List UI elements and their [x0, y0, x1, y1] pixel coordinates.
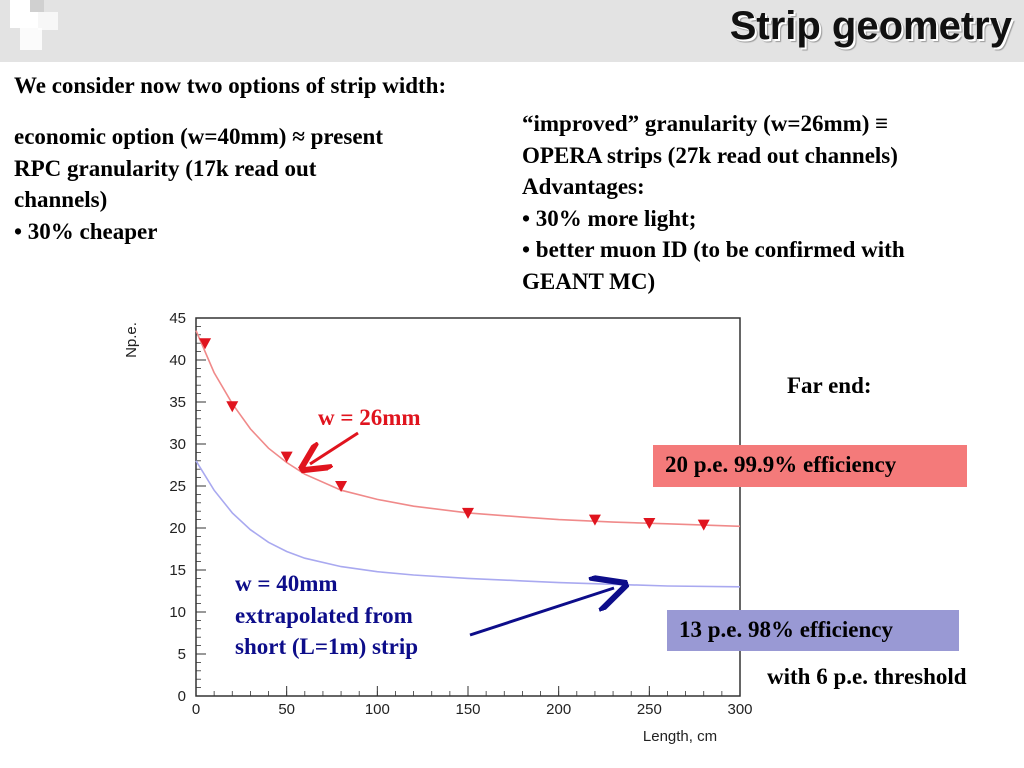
- chart-markers: [199, 338, 710, 531]
- economic-line: RPC granularity (17k read out: [14, 155, 317, 181]
- y-axis-label: Np.e.: [123, 322, 140, 358]
- x-tick-label: 150: [455, 701, 480, 718]
- data-point-marker: [280, 451, 293, 463]
- far-end-label: Far end:: [787, 373, 872, 398]
- header-bar: [0, 0, 1024, 62]
- y-tick-label: 20: [169, 520, 186, 537]
- improved-option-block: “improved” granularity (w=26mm) ≡ OPERA …: [522, 108, 905, 297]
- y-tick-label: 35: [169, 394, 186, 411]
- improved-bullet: • better muon ID (to be confirmed with: [522, 237, 905, 262]
- improved-line: OPERA strips (27k read out channels): [522, 142, 898, 168]
- x-tick-label: 100: [365, 701, 390, 718]
- blue-arrow: [469, 588, 614, 637]
- economic-line: economic option (w=40mm) ≈ present: [14, 124, 383, 149]
- economic-line: channels): [14, 187, 108, 212]
- x-tick-label: 200: [546, 701, 571, 718]
- chart-lines: [195, 330, 741, 588]
- x-tick-label: 50: [278, 701, 295, 718]
- chart-axes: 0 5 10 15 20 25 30 35 40 45 0 50 100 150 200 250 300: [169, 310, 752, 718]
- x-tick-label: 300: [727, 701, 752, 718]
- economic-bullet: • 30% cheaper: [14, 218, 158, 244]
- data-point-marker: [588, 514, 601, 526]
- data-point-marker: [462, 507, 474, 519]
- x-tick-label: 0: [192, 701, 200, 718]
- y-tick-label: 15: [169, 562, 186, 579]
- annotation-line: short (L=1m) strip: [235, 634, 419, 659]
- annotation-w40: w = 40mm extrapolated from short (L=1m) …: [235, 568, 418, 663]
- improved-line: Advantages:: [522, 174, 645, 199]
- efficiency-box-20pe: 20 p.e. 99.9% efficiency: [653, 445, 967, 487]
- threshold-note: with 6 p.e. threshold: [767, 664, 967, 689]
- annotation-line: extrapolated from: [235, 602, 413, 628]
- y-tick-label: 10: [169, 604, 186, 621]
- x-axis-label: Length, cm: [643, 728, 717, 745]
- y-tick-label: 40: [169, 352, 186, 369]
- data-point-marker: [335, 481, 348, 492]
- series-line-0: [195, 330, 741, 528]
- y-tick-label: 5: [178, 646, 186, 663]
- efficiency-chart: 0 5 10 15 20 25 30 35 40 45 0 50 100 150 200 250 300 Len…: [123, 310, 753, 745]
- annotation-line: w = 40mm: [235, 571, 338, 596]
- y-tick-label: 0: [178, 688, 186, 705]
- improved-bullet: • 30% more light;: [522, 205, 697, 231]
- intro-text: We consider now two options of strip wid…: [14, 73, 447, 98]
- red-arrow: [310, 431, 359, 464]
- y-tick-label: 30: [169, 436, 186, 453]
- annotation-w26: w = 26mm: [318, 405, 421, 430]
- economic-option-block: economic option (w=40mm) ≈ present RPC g…: [14, 121, 383, 247]
- improved-line: “improved” granularity (w=26mm) ≡: [522, 111, 889, 136]
- y-tick-label: 25: [169, 478, 186, 495]
- improved-bullet: GEANT MC): [522, 268, 656, 294]
- data-point-marker: [643, 517, 656, 529]
- page-title: Strip geometry: [729, 4, 1012, 48]
- logo-squares-icon: [10, 0, 58, 50]
- data-point-marker: [199, 338, 212, 350]
- y-tick-label: 45: [169, 310, 186, 327]
- efficiency-box-13pe: 13 p.e. 98% efficiency: [667, 610, 959, 651]
- x-tick-label: 250: [637, 701, 662, 718]
- data-point-marker: [697, 519, 710, 531]
- data-point-marker: [226, 401, 239, 413]
- series-line-1: [195, 460, 741, 588]
